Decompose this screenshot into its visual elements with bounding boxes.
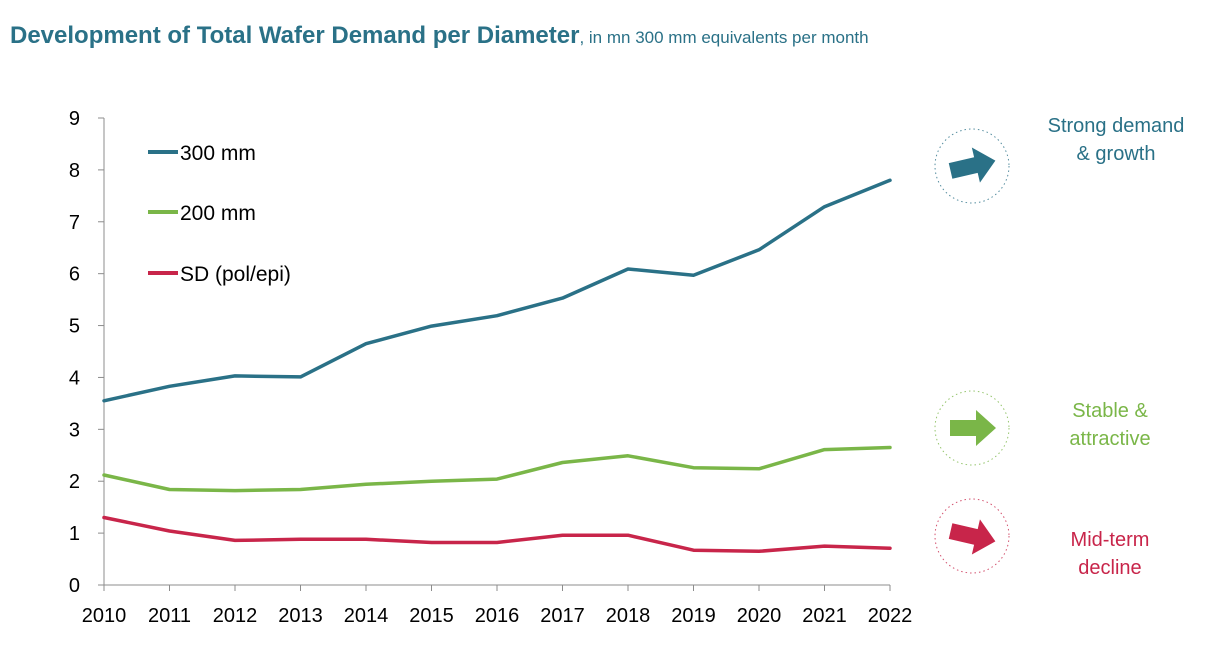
x-tick-label: 2010 (82, 605, 127, 627)
y-tick-label: 0 (69, 575, 80, 597)
outlook-label-growth: Strong demand & growth (1030, 112, 1202, 168)
y-tick-label: 7 (69, 212, 80, 234)
legend-label-1: 200 mm (180, 202, 256, 225)
outlook-circle-2 (934, 498, 1010, 574)
outlook-label-growth-line1: Strong demand (1047, 115, 1185, 137)
outlook-label-stable-line2: attractive (1069, 428, 1151, 450)
outlook-label-stable: Stable & attractive (1040, 397, 1180, 453)
x-tick-label: 2019 (671, 605, 716, 627)
x-tick-label: 2016 (475, 605, 520, 627)
y-tick-label: 4 (69, 367, 80, 389)
y-tick-label: 9 (69, 108, 80, 130)
arrow-right-icon (948, 147, 996, 183)
x-tick-label: 2021 (802, 605, 847, 627)
outlook-circle-1 (934, 390, 1010, 466)
x-tick-label: 2015 (409, 605, 454, 627)
y-tick-label: 8 (69, 160, 80, 182)
x-tick-label: 2017 (540, 605, 585, 627)
chart-title-main: Development of Total Wafer Demand per Di… (10, 22, 580, 49)
y-tick-label: 2 (69, 471, 80, 493)
legend-label-2: SD (pol/epi) (180, 263, 291, 286)
x-tick-label: 2014 (344, 605, 389, 627)
outlook-circle-0 (934, 128, 1010, 204)
arrow-right-icon (950, 410, 996, 446)
series-line-0 (102, 178, 892, 403)
chart-title-subtitle: , in mn 300 mm equivalents per month (579, 28, 869, 47)
series-line-2 (102, 515, 892, 554)
outlook-label-growth-line2: & growth (1076, 143, 1156, 165)
x-tick-label: 2020 (737, 605, 782, 627)
y-tick-label: 6 (69, 264, 80, 286)
chart-title: Development of Total Wafer Demand per Di… (10, 22, 869, 50)
outlook-label-stable-line1: Stable & (1072, 400, 1148, 422)
arrow-right-icon (948, 519, 996, 555)
y-tick-label: 3 (69, 419, 80, 441)
y-tick-label: 5 (69, 316, 80, 338)
legend-label-0: 300 mm (180, 142, 256, 165)
outlook-label-decline-line2: decline (1078, 557, 1142, 579)
outlook-label-decline: Mid-term decline (1040, 526, 1180, 582)
x-tick-label: 2022 (868, 605, 913, 627)
outlook-label-decline-line1: Mid-term (1070, 529, 1150, 551)
x-tick-label: 2011 (148, 605, 191, 627)
x-tick-label: 2012 (213, 605, 258, 627)
x-tick-label: 2013 (278, 605, 323, 627)
y-tick-label: 1 (69, 523, 80, 545)
x-tick-label: 2018 (606, 605, 651, 627)
series-line-1 (102, 445, 892, 493)
